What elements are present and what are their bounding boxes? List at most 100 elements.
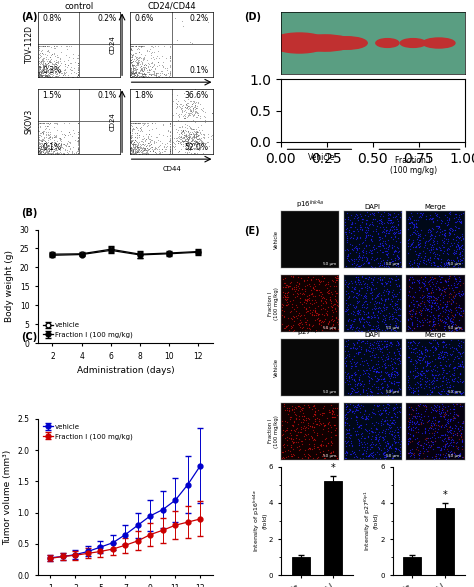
Point xyxy=(374,375,382,384)
Point xyxy=(425,215,433,224)
Point xyxy=(410,306,417,316)
Point xyxy=(198,133,205,143)
Point xyxy=(52,58,59,67)
Point xyxy=(390,403,397,413)
Point xyxy=(394,316,402,325)
Point xyxy=(360,291,367,301)
Point xyxy=(35,72,43,82)
Point xyxy=(36,144,44,154)
Point xyxy=(449,248,456,257)
Point xyxy=(396,439,403,448)
Point xyxy=(313,430,321,440)
Point xyxy=(131,140,139,149)
Point xyxy=(418,413,425,422)
Point xyxy=(46,66,54,75)
Point xyxy=(43,143,50,152)
Point xyxy=(421,434,429,443)
Point xyxy=(342,409,350,419)
Point xyxy=(309,282,317,291)
Point xyxy=(409,345,416,354)
Point xyxy=(433,221,441,231)
Point xyxy=(54,66,62,75)
Point xyxy=(446,296,453,306)
Point xyxy=(356,420,364,429)
Point xyxy=(414,409,421,418)
Point xyxy=(429,318,437,327)
Point xyxy=(456,434,463,444)
Point xyxy=(182,107,190,116)
Point xyxy=(394,243,402,252)
Point xyxy=(334,288,341,298)
Point xyxy=(128,143,135,152)
Point xyxy=(149,53,157,62)
Ellipse shape xyxy=(271,103,328,118)
Point xyxy=(449,318,456,327)
Point xyxy=(350,254,358,264)
Title: Merge: Merge xyxy=(425,332,447,338)
Point xyxy=(198,141,206,151)
Point xyxy=(184,108,191,117)
Point xyxy=(453,305,460,315)
Point xyxy=(193,108,201,117)
Point xyxy=(348,255,356,265)
Point xyxy=(458,286,466,296)
Point xyxy=(133,58,141,68)
Point xyxy=(135,68,143,77)
Point xyxy=(369,448,376,457)
Point xyxy=(363,279,370,288)
Point xyxy=(186,122,194,131)
Point xyxy=(127,143,134,153)
Point xyxy=(43,67,50,76)
Point xyxy=(442,421,449,430)
Point xyxy=(369,215,376,224)
Point xyxy=(315,444,323,454)
Point xyxy=(396,346,403,356)
Point xyxy=(35,69,43,78)
Point xyxy=(440,261,447,271)
Point xyxy=(66,137,73,147)
Point xyxy=(306,281,314,290)
Point xyxy=(127,137,135,147)
Point xyxy=(166,142,173,151)
Point xyxy=(146,129,153,139)
Point xyxy=(166,69,173,79)
Point xyxy=(128,139,136,149)
Point xyxy=(178,137,185,147)
Point xyxy=(132,144,139,154)
Point xyxy=(357,222,365,231)
Point xyxy=(319,325,326,334)
Point xyxy=(142,63,149,72)
Point xyxy=(429,406,437,415)
Point xyxy=(453,325,461,334)
Point xyxy=(331,430,338,440)
Point xyxy=(435,312,442,321)
Text: (A): (A) xyxy=(21,12,38,22)
Point xyxy=(426,247,433,257)
Point xyxy=(435,212,442,221)
Point xyxy=(319,424,327,434)
Point xyxy=(132,69,140,78)
Point xyxy=(451,423,459,432)
Point xyxy=(346,323,354,333)
Point xyxy=(294,427,302,437)
Point xyxy=(386,210,393,219)
Point xyxy=(371,420,378,430)
Point xyxy=(189,124,196,133)
Point xyxy=(436,315,444,325)
Point xyxy=(136,139,144,149)
Point xyxy=(375,427,383,437)
Point xyxy=(42,42,49,51)
Point xyxy=(283,301,291,310)
Point xyxy=(137,118,144,127)
Point xyxy=(42,118,50,127)
Point xyxy=(362,232,369,242)
Point xyxy=(179,133,187,143)
Point xyxy=(451,225,459,235)
Point xyxy=(375,298,383,307)
Point xyxy=(431,208,439,217)
Point xyxy=(387,371,395,380)
Point xyxy=(319,322,327,331)
Point xyxy=(150,144,158,154)
Point xyxy=(39,128,47,137)
Point xyxy=(349,407,357,416)
